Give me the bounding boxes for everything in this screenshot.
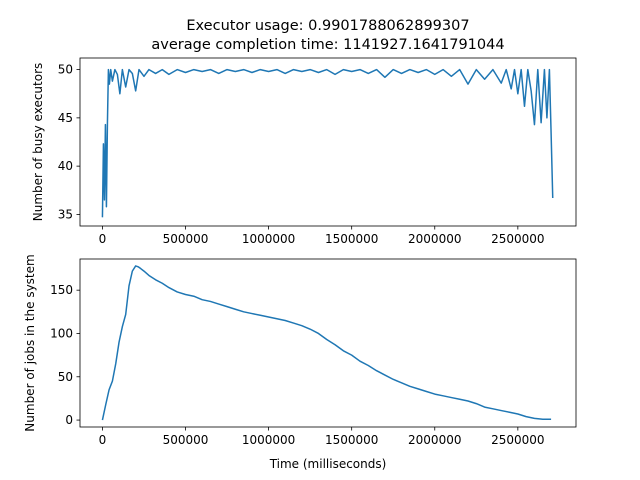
jobs-ytick-label: 50	[58, 370, 73, 384]
jobs-axes-frame	[79, 258, 577, 428]
jobs-in-system-subplot: 0 500000 1000000 1500000 2000000 2500000 0 50 10…	[23, 254, 577, 471]
executors-ytick-label: 40	[58, 159, 73, 173]
figure-title-line1: Executor usage: 0.9901788062899307	[186, 18, 469, 34]
executors-ytick-label: 45	[58, 111, 73, 125]
jobs-xtick-label: 1000000	[242, 433, 295, 447]
jobs-xtick-label: 500000	[163, 433, 209, 447]
jobs-xtick-label: 1500000	[325, 433, 378, 447]
executors-ytick-label: 50	[58, 63, 73, 77]
jobs-x-axis-label: Time (milliseconds)	[269, 457, 387, 471]
executors-xtick-label: 1500000	[325, 232, 378, 246]
executors-xtick-label: 500000	[163, 232, 209, 246]
busy-executors-subplot: 0 500000 1000000 1500000 2000000 2500000 35 40 4…	[31, 57, 577, 246]
jobs-y-axis-label: Number of jobs in the system	[23, 254, 37, 431]
executors-xtick-label: 2000000	[408, 232, 461, 246]
jobs-ytick-label: 100	[50, 326, 73, 340]
jobs-xtick-label: 2500000	[491, 433, 544, 447]
executors-xtick-label: 1000000	[242, 232, 295, 246]
executors-xtick-label: 0	[99, 232, 107, 246]
jobs-ytick-label: 0	[65, 413, 73, 427]
jobs-xtick-label: 2000000	[408, 433, 461, 447]
jobs-xtick-label: 0	[99, 433, 107, 447]
executors-y-axis-label: Number of busy executors	[31, 63, 45, 222]
jobs-series-line-0	[101, 265, 552, 421]
jobs-ytick-label: 150	[50, 283, 73, 297]
executors-axes-frame	[79, 57, 577, 227]
figure-title-line2: average completion time: 1141927.1641791…	[151, 37, 504, 53]
executors-xtick-label: 2500000	[491, 232, 544, 246]
executors-ytick-label: 35	[58, 207, 73, 221]
executors-series-line-0	[101, 68, 554, 218]
